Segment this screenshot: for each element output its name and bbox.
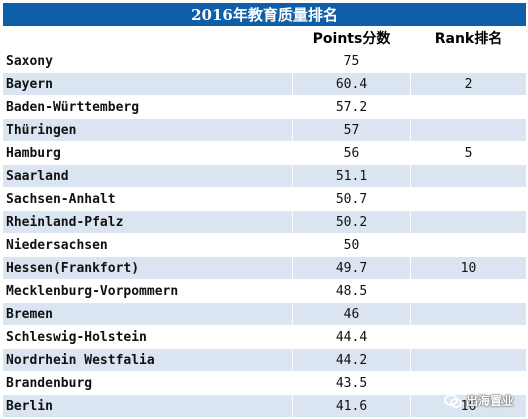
cell-points: 50.7 [292,187,411,211]
table-title: 2016年教育质量排名 [2,2,527,27]
cell-rank [410,325,527,349]
column-header-rank: Rank排名 [410,26,527,50]
table-row: Nordrhein Westfalia 44.2 [2,348,527,372]
cell-state: Bremen [2,302,293,326]
cell-rank [410,118,527,142]
cell-state: Mecklenburg-Vorpommern [2,279,293,303]
cell-rank [410,302,527,326]
column-header-row: Points分数 Rank排名 [2,26,527,50]
table-row: Brandenburg 43.5 [2,371,527,395]
cell-state: Sachsen-Anhalt [2,187,293,211]
table-row: Baden-Württemberg 57.2 [2,95,527,119]
cell-state: Hamburg [2,141,293,165]
cell-points: 60.4 [292,72,411,96]
cell-points: 48.5 [292,279,411,303]
table-row: Rheinland-Pfalz 50.2 [2,210,527,234]
cell-state: Saarland [2,164,293,188]
cell-state: Brandenburg [2,371,293,395]
table-row: Mecklenburg-Vorpommern 48.5 [2,279,527,303]
table-row: Saxony 75 [2,49,527,73]
cell-rank [410,348,527,372]
cell-state: Thüringen [2,118,293,142]
cell-rank [410,164,527,188]
table-row: Hessen(Frankfort) 49.7 10 [2,256,527,280]
cell-rank: 10 [410,256,527,280]
cell-points: 50 [292,233,411,257]
cell-points: 43.5 [292,371,411,395]
table-row: Hamburg 56 5 [2,141,527,165]
cell-state: Baden-Württemberg [2,95,293,119]
table-row: Bayern 60.4 2 [2,72,527,96]
table-row: Saarland 51.1 [2,164,527,188]
table-row: Thüringen 57 [2,118,527,142]
cell-rank: 16 [410,394,527,418]
cell-state: Rheinland-Pfalz [2,210,293,234]
cell-rank [410,95,527,119]
cell-points: 57 [292,118,411,142]
cell-points: 57.2 [292,95,411,119]
table-row: Sachsen-Anhalt 50.7 [2,187,527,211]
cell-state: Hessen(Frankfort) [2,256,293,280]
table-row: Schleswig-Holstein 44.4 [2,325,527,349]
cell-state: Niedersachsen [2,233,293,257]
cell-rank [410,233,527,257]
cell-rank [410,187,527,211]
table-row: Bremen 46 [2,302,527,326]
cell-points: 56 [292,141,411,165]
column-header-state [2,26,293,50]
cell-points: 46 [292,302,411,326]
cell-state: Bayern [2,72,293,96]
cell-state: Nordrhein Westfalia [2,348,293,372]
watermark-text: 出海置业 [465,394,514,408]
table-row: Berlin 41.6 16 [2,394,527,418]
cell-points: 44.4 [292,325,411,349]
cell-points: 51.1 [292,164,411,188]
cell-points: 50.2 [292,210,411,234]
cell-points: 75 [292,49,411,73]
cell-rank [410,210,527,234]
table-row: Niedersachsen 50 [2,233,527,257]
cell-rank [410,49,527,73]
watermark: 出海置业 [444,392,514,409]
column-header-points: Points分数 [292,26,411,50]
cell-points: 44.2 [292,348,411,372]
cell-points: 41.6 [292,394,411,418]
cell-state: Schleswig-Holstein [2,325,293,349]
cell-rank: 5 [410,141,527,165]
cell-state: Saxony [2,49,293,73]
cell-state: Berlin [2,394,293,418]
cell-rank: 2 [410,72,527,96]
cell-points: 49.7 [292,256,411,280]
wechat-icon [444,393,462,408]
cell-rank [410,279,527,303]
cell-rank [410,371,527,395]
